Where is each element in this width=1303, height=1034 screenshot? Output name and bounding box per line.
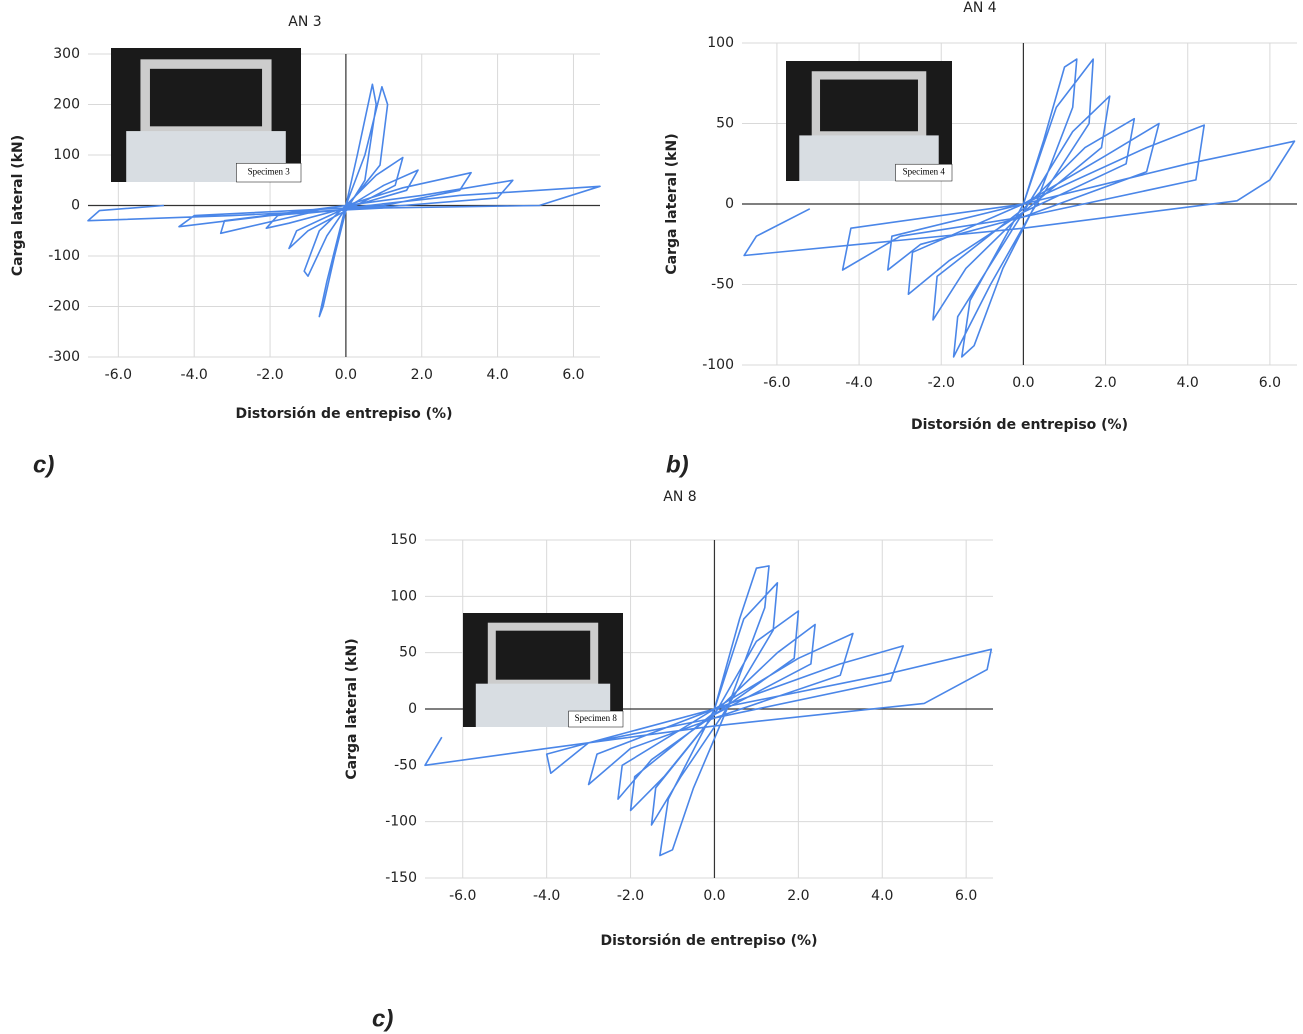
x-tick-label: -4.0	[181, 367, 208, 383]
inset-label-box	[895, 163, 953, 182]
y-tick-label: -100	[48, 248, 80, 264]
y-tick-label: -50	[394, 757, 417, 773]
y-tick-label: 0	[71, 198, 80, 214]
y-tick-label: -150	[385, 870, 417, 886]
x-tick-label: 4.0	[871, 888, 893, 904]
x-axis-label: Distorsión de entrepiso (%)	[601, 933, 818, 949]
x-tick-label: -6.0	[105, 367, 132, 383]
chart-title: AN 8	[663, 489, 696, 505]
y-axis-label: Carga lateral (kN)	[344, 638, 360, 779]
x-tick-label: 6.0	[955, 888, 977, 904]
inset-label: Specimen 4	[903, 167, 946, 177]
x-tick-label: 2.0	[1094, 375, 1116, 391]
y-tick-label: 0	[408, 701, 417, 717]
x-tick-label: 6.0	[562, 367, 584, 383]
x-axis-label: Distorsión de entrepiso (%)	[911, 417, 1128, 433]
y-tick-label: -100	[385, 814, 417, 830]
y-tick-label: -200	[48, 299, 80, 315]
x-tick-label: -6.0	[449, 888, 476, 904]
y-tick-label: 100	[390, 588, 417, 604]
x-tick-label: 4.0	[1177, 375, 1199, 391]
panel-label: b)	[666, 451, 689, 478]
y-axis-label: Carga lateral (kN)	[10, 135, 26, 276]
y-tick-label: 0	[725, 196, 734, 212]
y-tick-label: -50	[711, 277, 734, 293]
y-tick-label: 200	[53, 97, 80, 113]
x-tick-label: 6.0	[1259, 375, 1281, 391]
x-tick-label: -2.0	[256, 367, 283, 383]
x-tick-label: -6.0	[763, 375, 790, 391]
chart-title: AN 3	[288, 14, 321, 30]
x-tick-label: 0.0	[335, 367, 357, 383]
data-line	[743, 58, 1296, 358]
x-tick-label: 2.0	[787, 888, 809, 904]
y-tick-label: 100	[707, 35, 734, 51]
inset-label-box	[236, 162, 302, 183]
data-line	[424, 565, 993, 857]
y-tick-label: -100	[702, 357, 734, 373]
x-tick-label: 0.0	[1012, 375, 1034, 391]
x-tick-label: -2.0	[928, 375, 955, 391]
x-tick-label: -4.0	[845, 375, 872, 391]
x-tick-label: 2.0	[411, 367, 433, 383]
y-tick-label: 50	[399, 645, 417, 661]
data-line	[87, 83, 601, 318]
x-axis-label: Distorsión de entrepiso (%)	[236, 406, 453, 422]
x-tick-label: 4.0	[486, 367, 508, 383]
panel-label: c)	[33, 451, 54, 478]
inset-label: Specimen 8	[575, 713, 618, 723]
y-tick-label: 300	[53, 46, 80, 62]
panel-label: c)	[372, 1005, 393, 1032]
chart-title: AN 4	[963, 0, 997, 16]
y-tick-label: -300	[48, 349, 80, 365]
x-tick-label: 0.0	[703, 888, 725, 904]
inset-label: Specimen 3	[248, 167, 291, 177]
x-tick-label: -2.0	[617, 888, 644, 904]
y-tick-label: 150	[390, 532, 417, 548]
y-tick-label: 100	[53, 147, 80, 163]
inset-label-box	[568, 710, 624, 728]
x-tick-label: -4.0	[533, 888, 560, 904]
y-tick-label: 50	[716, 116, 734, 132]
y-axis-label: Carga lateral (kN)	[664, 133, 680, 274]
